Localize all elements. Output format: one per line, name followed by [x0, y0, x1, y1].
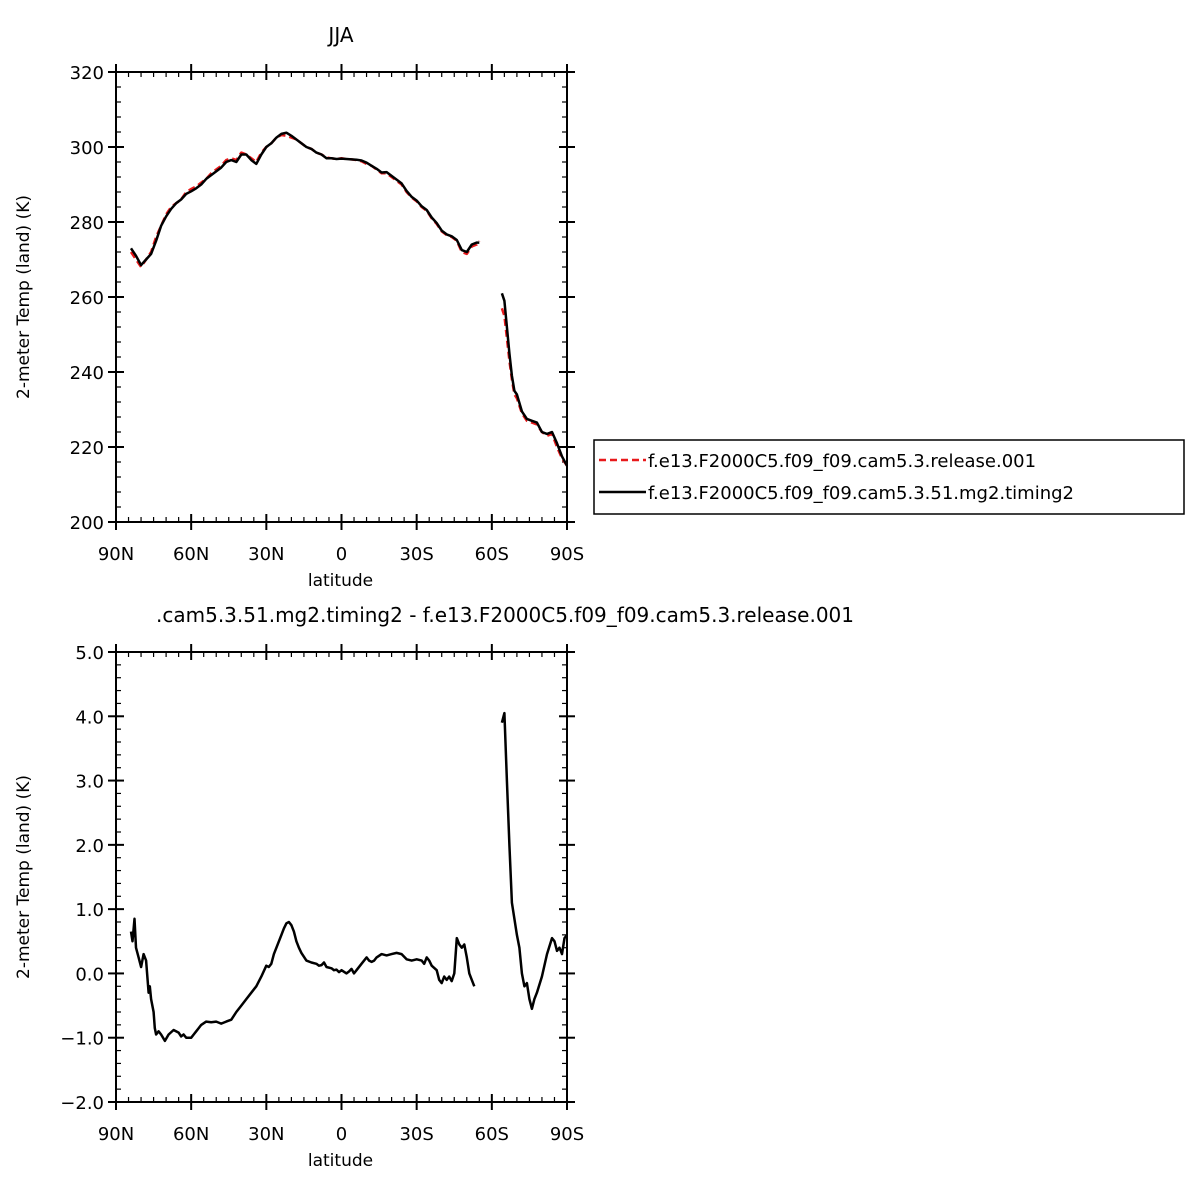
x-tick-label: 60N: [173, 544, 209, 565]
x-tick-label: 90N: [98, 1124, 134, 1145]
y-tick-label: 4.0: [75, 707, 104, 728]
series-line-2-segment-2: [500, 292, 569, 467]
x-tick-label: 60S: [475, 544, 509, 565]
y-tick-label: 300: [70, 138, 104, 159]
top-chart: JJA 90N 60N 30N 0 30S 60S 90S 200 220 240 260 280 300…: [14, 23, 584, 591]
y-tick-label: −2.0: [60, 1093, 104, 1114]
series-line-1-segment-2: [500, 711, 568, 1011]
plot-frame: [115, 71, 568, 523]
y-tick-label: −1.0: [60, 1029, 104, 1050]
x-tick-label: 60N: [173, 1124, 209, 1145]
x-tick-label: 60S: [475, 1124, 509, 1145]
x-tick-label: 30S: [399, 1124, 433, 1145]
y-tick-label: 260: [70, 288, 104, 309]
y-tick-label: 240: [70, 363, 104, 384]
bottom-chart: .cam5.3.51.mg2.timing2 - f.e13.F2000C5.f…: [14, 603, 854, 1171]
x-axis-label: latitude: [308, 571, 373, 591]
y-tick-label: 320: [70, 63, 104, 84]
legend-label-2: f.e13.F2000C5.f09_f09.cam5.3.51.mg2.timi…: [648, 483, 1074, 504]
legend-box: [593, 439, 1185, 515]
y-tick-label: 220: [70, 438, 104, 459]
legend-label-1: f.e13.F2000C5.f09_f09.cam5.3.release.001: [648, 451, 1036, 472]
chart-title: .cam5.3.51.mg2.timing2 - f.e13.F2000C5.f…: [156, 603, 854, 627]
x-tick-label: 0: [336, 1124, 347, 1145]
y-axis-label: 2-meter Temp (land) (K): [14, 195, 34, 399]
x-tick-label: 30S: [399, 544, 433, 565]
series-line-2-segment-1: [129, 131, 480, 267]
series-line-1-segment-1: [129, 917, 476, 1043]
y-tick-label: 0.0: [75, 964, 104, 985]
x-axis-label: latitude: [308, 1151, 373, 1171]
x-tick-label: 0: [336, 544, 347, 565]
y-tick-label: 1.0: [75, 900, 104, 921]
chart-title: JJA: [326, 23, 353, 47]
x-tick-label: 90S: [550, 1124, 584, 1145]
y-tick-label: 280: [70, 213, 104, 234]
x-tick-label: 30N: [248, 1124, 284, 1145]
y-tick-label: 200: [70, 513, 104, 534]
y-tick-label: 3.0: [75, 772, 104, 793]
x-tick-label: 30N: [248, 544, 284, 565]
y-tick-label: 5.0: [75, 643, 104, 664]
legend: f.e13.F2000C5.f09_f09.cam5.3.release.001…: [593, 439, 1185, 515]
x-tick-label: 90N: [98, 544, 134, 565]
series-line-1-segment-1: [129, 133, 481, 269]
y-tick-label: 2.0: [75, 836, 104, 857]
y-axis-label: 2-meter Temp (land) (K): [14, 775, 34, 979]
x-tick-label: 90S: [550, 544, 584, 565]
